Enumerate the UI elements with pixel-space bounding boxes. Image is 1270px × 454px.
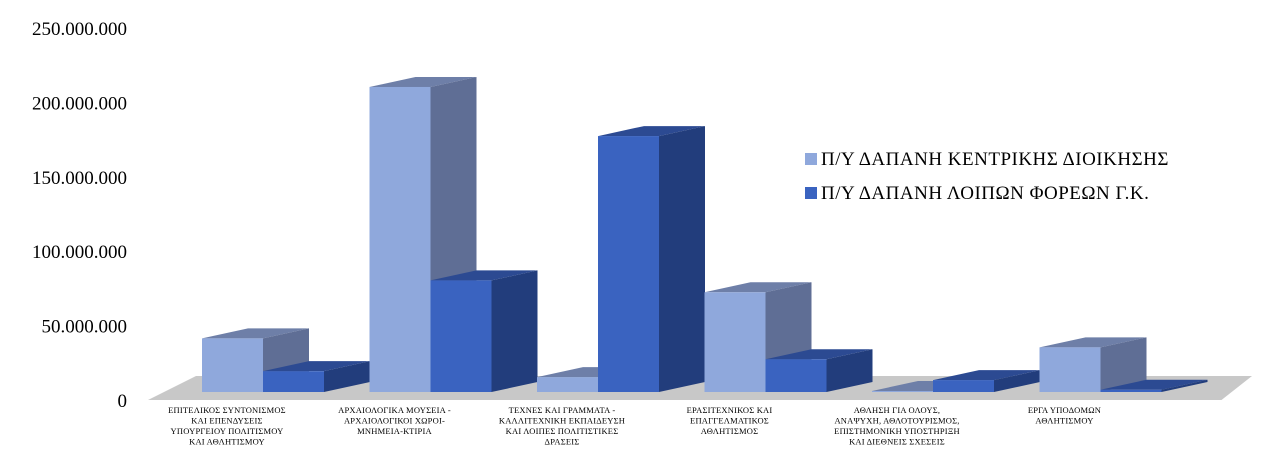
x-tick-label: ΕΡΓΑ ΥΠΟΔΟΜΩΝ ΑΘΛΗΤΙΣΜΟΥ — [1028, 405, 1101, 426]
bar-top-face — [430, 270, 538, 281]
x-axis: ΕΠΙΤΕΛΙΚΟΣ ΣΥΝΤΟΝΙΣΜΟΣ ΚΑΙ ΕΠΕΝΔΥΣΕΙΣ ΥΠΟΥ… — [168, 405, 1101, 447]
bar-top-face — [933, 370, 1040, 381]
legend-swatch — [805, 153, 817, 165]
y-tick-label: 100.000.000 — [32, 242, 127, 263]
legend: Π/Υ ΔΑΠΑΝΗ ΚΕΝΤΡΙΚΗΣ ΔΙΟΙΚΗΣΗΣ Π/Υ ΔΑΠΑΝΗ… — [805, 149, 1169, 204]
bar-front-face — [765, 359, 827, 392]
bar-front-face — [430, 280, 492, 392]
legend-label: Π/Υ ΔΑΠΑΝΗ ΛΟΙΠΩΝ ΦΟΡΕΩΝ Γ.Κ. — [821, 183, 1149, 204]
bar-side-face — [659, 126, 705, 393]
bar-side-face — [994, 370, 1040, 392]
bar-front-face — [202, 338, 263, 392]
bar-side-face — [324, 361, 370, 392]
bar-side-face — [491, 270, 538, 392]
x-tick-label: ΑΘΛΗΣΗ ΓΙΑ ΟΛΟΥΣ, ΑΝΑΨΥΧΗ, ΑΘΛΟΤΟΥΡΙΣΜΟΣ,… — [834, 405, 960, 447]
x-tick-label: ΑΡΧΑΙΟΛΟΓΙΚΑ ΜΟΥΣΕΙΑ -ΑΡΧΑΙΟΛΟΓΙΚΟΙ ΧΩΡΟ… — [338, 405, 451, 436]
bar-top-face — [263, 361, 370, 372]
bar-front-face — [933, 380, 994, 392]
x-tick-label: ΤΕΧΝΕΣ ΚΑΙ ΓΡΑΜΜΑΤΑ -ΚΑΛΛΙΤΕΧΝΙΚΗ ΕΚΠΑΙΔ… — [499, 405, 625, 447]
y-axis: 0 50.000.000 100.000.000 150.000.000 200.000… — [32, 19, 127, 412]
bar-front-face — [1100, 389, 1162, 392]
bar-side-face — [1100, 337, 1147, 392]
bar-top-face — [598, 126, 705, 137]
bar-front-face — [1039, 347, 1101, 392]
bar-front-face — [263, 371, 324, 392]
x-tick-label: ΕΡΑΣΙΤΕΧΝΙΚΟΣ ΚΑΙ ΕΠΑΓΓΕΛΜΑΤΙΚΟΣ ΑΘΛΗΤΙΣΜΟ… — [687, 405, 773, 436]
x-tick-label: ΕΠΙΤΕΛΙΚΟΣ ΣΥΝΤΟΝΙΣΜΟΣ ΚΑΙ ΕΠΕΝΔΥΣΕΙΣ ΥΠΟΥ… — [168, 405, 286, 447]
bar-top-face — [704, 282, 812, 293]
y-tick-label: 0 — [118, 391, 128, 412]
y-tick-label: 50.000.000 — [42, 317, 128, 338]
bar-side-face — [826, 349, 873, 392]
bar — [1100, 379, 1208, 392]
bar-front-face — [369, 86, 431, 393]
bar — [263, 361, 370, 392]
bars-layer — [202, 76, 1208, 393]
bar — [933, 370, 1040, 392]
bar-top-face — [1100, 379, 1208, 390]
bar-front-face — [537, 377, 598, 392]
bar-top-face — [765, 349, 873, 360]
bar-top-face — [1039, 337, 1147, 348]
bar — [598, 126, 705, 393]
bar-front-face — [704, 292, 766, 392]
bar — [430, 270, 538, 392]
bar-top-face — [202, 328, 309, 339]
y-tick-label: 250.000.000 — [32, 19, 127, 40]
legend-swatch — [805, 187, 817, 199]
y-tick-label: 200.000.000 — [32, 93, 127, 114]
y-tick-label: 150.000.000 — [32, 168, 127, 189]
bar-side-face — [1161, 379, 1208, 392]
legend-label: Π/Υ ΔΑΠΑΝΗ ΚΕΝΤΡΙΚΗΣ ΔΙΟΙΚΗΣΗΣ — [821, 149, 1169, 170]
bar — [765, 349, 873, 392]
bar-front-face — [598, 136, 659, 392]
bar-top-face — [369, 76, 477, 87]
bar-front-face — [872, 391, 933, 392]
bar — [1039, 337, 1147, 392]
